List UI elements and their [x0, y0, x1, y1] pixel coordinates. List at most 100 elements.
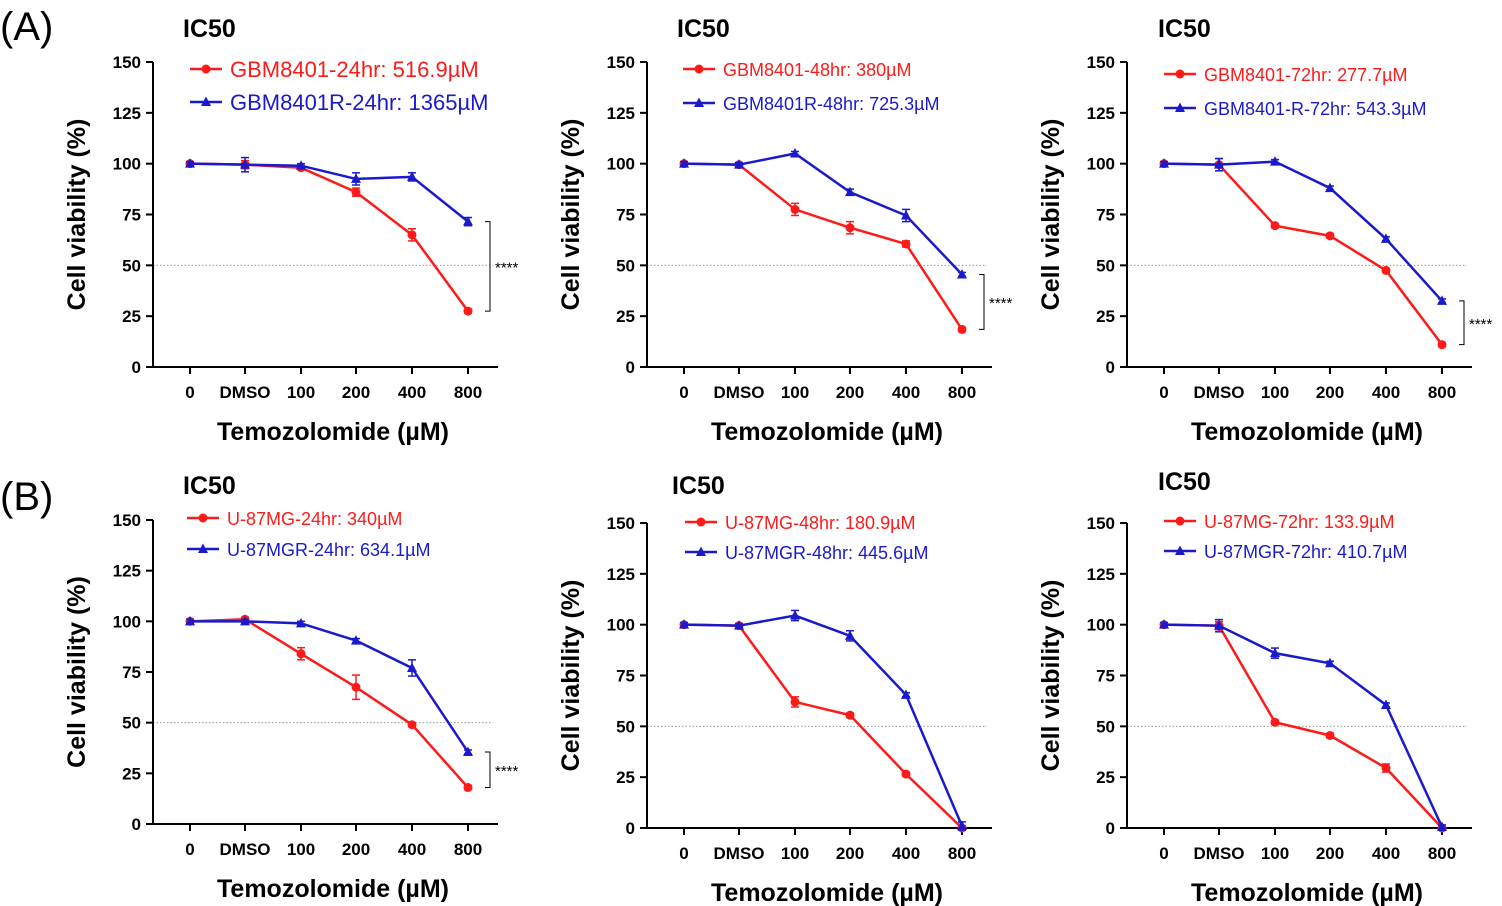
y-tick-label: 75 — [122, 663, 141, 682]
data-point-circle — [463, 306, 473, 316]
legend-label: GBM8401-24hr: 516.9µM — [230, 57, 479, 82]
data-point-triangle — [1214, 620, 1224, 630]
chart-title: IC50 — [1158, 468, 1211, 496]
legend-marker-triangle — [694, 97, 704, 107]
data-point-circle — [1325, 730, 1335, 740]
y-axis-label: Cell viability (%) — [557, 119, 585, 311]
data-point-triangle — [957, 820, 967, 830]
x-tick-label: 0 — [679, 383, 688, 402]
significance-label: **** — [495, 259, 519, 276]
y-tick-label: 0 — [132, 358, 141, 377]
data-point-circle — [845, 223, 855, 233]
x-tick-label: 800 — [1428, 383, 1456, 402]
legend-marker-circle — [201, 64, 211, 74]
chart-title: IC50 — [672, 472, 725, 500]
legend-marker-triangle — [1175, 545, 1185, 555]
x-tick-label: 400 — [1372, 383, 1400, 402]
y-tick-label: 100 — [113, 612, 141, 631]
y-axis-label: Cell viability (%) — [1037, 580, 1065, 772]
data-point-circle — [957, 324, 967, 334]
x-tick-label: 400 — [1372, 844, 1400, 863]
legend-label: GBM8401R-24hr: 1365µM — [230, 90, 488, 115]
x-tick-label: 800 — [948, 383, 976, 402]
data-point-triangle — [185, 615, 195, 626]
y-tick-label: 125 — [607, 104, 635, 123]
y-axis-label: Cell viability (%) — [1037, 119, 1065, 311]
y-tick-label: 25 — [122, 764, 141, 783]
chart-title: IC50 — [183, 472, 236, 500]
y-tick-label: 75 — [1096, 667, 1115, 686]
x-tick-label: 800 — [1428, 844, 1456, 863]
legend-label: GBM8401R-48hr: 725.3µM — [723, 94, 939, 114]
x-tick-label: 100 — [781, 383, 809, 402]
series-line-1 — [189, 618, 469, 789]
y-tick-label: 125 — [113, 562, 141, 581]
y-tick-label: 100 — [1087, 616, 1115, 635]
legend-label: U-87MGR-48hr: 445.6µM — [725, 543, 928, 563]
x-tick-label: 800 — [948, 844, 976, 863]
y-tick-label: 50 — [616, 256, 635, 275]
data-point-circle — [1325, 231, 1335, 241]
x-tick-label: DMSO — [220, 383, 271, 402]
data-point-triangle — [1437, 295, 1447, 305]
data-point-triangle — [845, 186, 855, 197]
x-tick-label: 200 — [1316, 383, 1344, 402]
x-axis-label: Temozolomide (µM) — [1191, 418, 1423, 446]
y-tick-label: 0 — [1106, 358, 1115, 377]
legend-marker-triangle — [696, 546, 706, 556]
data-point-triangle — [351, 173, 361, 183]
data-point-circle — [901, 239, 911, 249]
y-tick-label: 50 — [1096, 717, 1115, 736]
data-point-triangle — [1159, 158, 1169, 168]
y-tick-label: 75 — [616, 667, 635, 686]
data-point-triangle — [463, 746, 473, 757]
y-tick-label: 0 — [626, 358, 635, 377]
charts-container: IC50 0 25 50 75 100 125 150 0 DMSO 100 200 400 800 Tem… — [63, 15, 1493, 906]
chart-title: IC50 — [183, 15, 236, 43]
x-axis-label: Temozolomide (µM) — [217, 418, 449, 446]
x-tick-label: DMSO — [714, 844, 765, 863]
y-tick-label: 25 — [616, 307, 635, 326]
legend-marker-triangle — [1175, 102, 1185, 112]
legend-marker-circle — [694, 64, 704, 74]
x-tick-label: 0 — [1159, 383, 1168, 402]
y-tick-label: 50 — [1096, 256, 1115, 275]
x-tick-label: 100 — [1261, 844, 1289, 863]
y-tick-label: 25 — [122, 307, 141, 326]
data-point-circle — [351, 187, 361, 197]
data-point-triangle — [1437, 821, 1447, 831]
series-line-2 — [189, 162, 469, 223]
x-tick-label: 200 — [836, 383, 864, 402]
x-tick-label: DMSO — [1194, 383, 1245, 402]
y-tick-label: 150 — [1087, 53, 1115, 72]
legend-label: U-87MG-72hr: 133.9µM — [1204, 512, 1394, 532]
legend-label: U-87MGR-24hr: 634.1µM — [227, 540, 430, 560]
y-tick-label: 75 — [1096, 206, 1115, 225]
data-point-triangle — [240, 159, 250, 169]
x-tick-label: 200 — [342, 383, 370, 402]
data-point-triangle — [185, 158, 195, 168]
x-tick-label: 800 — [454, 840, 482, 859]
data-point-circle — [845, 710, 855, 720]
data-point-circle — [407, 230, 417, 240]
chart-5: IC50 0 25 50 75 100 125 150 0 DMSO 100 200 400 800 Tem… — [557, 472, 992, 906]
data-point-triangle — [240, 615, 250, 626]
significance-bracket — [485, 221, 491, 312]
data-point-triangle — [679, 158, 689, 168]
data-point-triangle — [790, 148, 800, 158]
data-point-triangle — [901, 210, 911, 220]
significance-bracket — [485, 751, 491, 789]
chart-title: IC50 — [677, 15, 730, 43]
legend-marker-circle — [1175, 69, 1185, 79]
y-tick-label: 125 — [1087, 565, 1115, 584]
y-tick-label: 125 — [113, 104, 141, 123]
legend-label: U-87MGR-72hr: 410.7µM — [1204, 542, 1407, 562]
data-point-circle — [1270, 221, 1280, 231]
x-tick-label: 200 — [342, 840, 370, 859]
data-point-triangle — [1214, 159, 1224, 169]
x-tick-label: 0 — [679, 844, 688, 863]
y-tick-label: 100 — [607, 155, 635, 174]
data-point-circle — [351, 682, 361, 692]
x-tick-label: 800 — [454, 383, 482, 402]
x-tick-label: 100 — [287, 840, 315, 859]
